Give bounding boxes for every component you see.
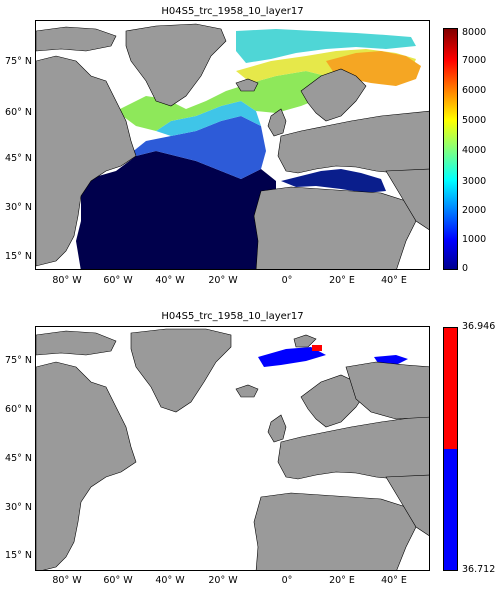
land-layer	[36, 23, 429, 269]
bottom-colorbar	[443, 327, 458, 571]
lon-label-40e-bottom: 40° E	[381, 575, 407, 586]
lon-label-40w: 40° W	[155, 275, 185, 286]
north-america	[36, 361, 137, 570]
lon-label-20e: 20° E	[329, 275, 355, 286]
top-cbar-tick-7000: 7000	[462, 55, 487, 66]
north-america	[36, 55, 137, 267]
lat-label-60-bottom: 60° N	[5, 404, 32, 415]
lon-label-80w: 80° W	[52, 275, 82, 286]
lat-label-30-bottom: 30° N	[5, 502, 32, 513]
lon-label-40w-bottom: 40° W	[155, 575, 185, 586]
cyan-field	[156, 101, 261, 136]
top-cbar-tick-1000: 1000	[462, 234, 487, 245]
scandinavia	[300, 68, 367, 122]
lat-label-15: 15° N	[5, 251, 32, 262]
top-map-svg	[36, 23, 429, 269]
arabia	[385, 168, 429, 231]
iceland	[235, 384, 259, 398]
russia-north	[345, 361, 429, 420]
land-layer-bottom	[36, 328, 429, 570]
bottom-map-svg	[36, 328, 429, 570]
red-data-cell	[312, 345, 322, 351]
lon-label-20w-bottom: 20° W	[208, 575, 238, 586]
canadian-arctic	[36, 330, 117, 356]
top-cbar-tick-6000: 6000	[462, 85, 487, 96]
lon-label-60w: 60° W	[103, 275, 133, 286]
lat-label-45-bottom: 45° N	[5, 453, 32, 464]
top-cbar-tick-4000: 4000	[462, 145, 487, 156]
bottom-cbar-tick-max: 36.946	[462, 321, 496, 332]
lon-label-60w-bottom: 60° W	[103, 575, 133, 586]
arabia	[385, 474, 429, 537]
europe	[277, 414, 429, 480]
lon-label-0: 0°	[281, 275, 293, 286]
top-cbar-tick-3000: 3000	[462, 176, 487, 187]
blue-data-cells	[258, 347, 326, 367]
svalbard	[293, 334, 317, 348]
scandinavia	[300, 374, 367, 428]
cyan-arctic-field	[236, 29, 416, 63]
bottom-panel-title: H04S5_trc_1958_10_layer17	[161, 311, 304, 322]
green-field	[116, 71, 336, 131]
africa	[253, 186, 417, 269]
europe	[277, 110, 429, 174]
top-cbar-tick-0: 0	[462, 263, 469, 274]
top-panel: H04S5_trc_1958_10_layer17	[0, 0, 500, 290]
lat-label-15-bottom: 15° N	[5, 550, 32, 561]
canadian-arctic	[36, 26, 117, 52]
top-cbar-tick-8000: 8000	[462, 27, 487, 38]
top-map[interactable]	[35, 20, 430, 270]
mediterranean-field	[281, 169, 386, 193]
bottom-panel: H04S5_trc_1958_10_layer17 75°	[0, 300, 500, 600]
transition-blue-field	[121, 116, 266, 179]
lat-label-60: 60° N	[5, 107, 32, 118]
british-isles	[267, 108, 287, 137]
top-cbar-tick-5000: 5000	[462, 115, 487, 126]
lon-label-20e-bottom: 20° E	[329, 575, 355, 586]
lat-label-30: 30° N	[5, 202, 32, 213]
lat-label-45: 45° N	[5, 153, 32, 164]
lon-label-0-bottom: 0°	[281, 575, 293, 586]
british-isles	[267, 414, 287, 443]
top-panel-title: H04S5_trc_1958_10_layer17	[161, 6, 304, 17]
top-cbar-tick-2000: 2000	[462, 205, 487, 216]
africa	[253, 492, 417, 570]
greenland	[125, 23, 227, 107]
bottom-map[interactable]	[35, 326, 430, 571]
lon-label-80w-bottom: 80° W	[52, 575, 82, 586]
bottom-cbar-tick-min: 36.712	[462, 564, 496, 575]
lat-label-75-bottom: 75° N	[5, 355, 32, 366]
greenland	[130, 328, 232, 413]
deep-water-field	[76, 151, 276, 269]
lon-label-40e: 40° E	[381, 275, 407, 286]
lon-label-20w: 20° W	[208, 275, 238, 286]
top-colorbar	[443, 28, 458, 270]
lat-label-75: 75° N	[5, 56, 32, 67]
iceland	[235, 78, 259, 92]
